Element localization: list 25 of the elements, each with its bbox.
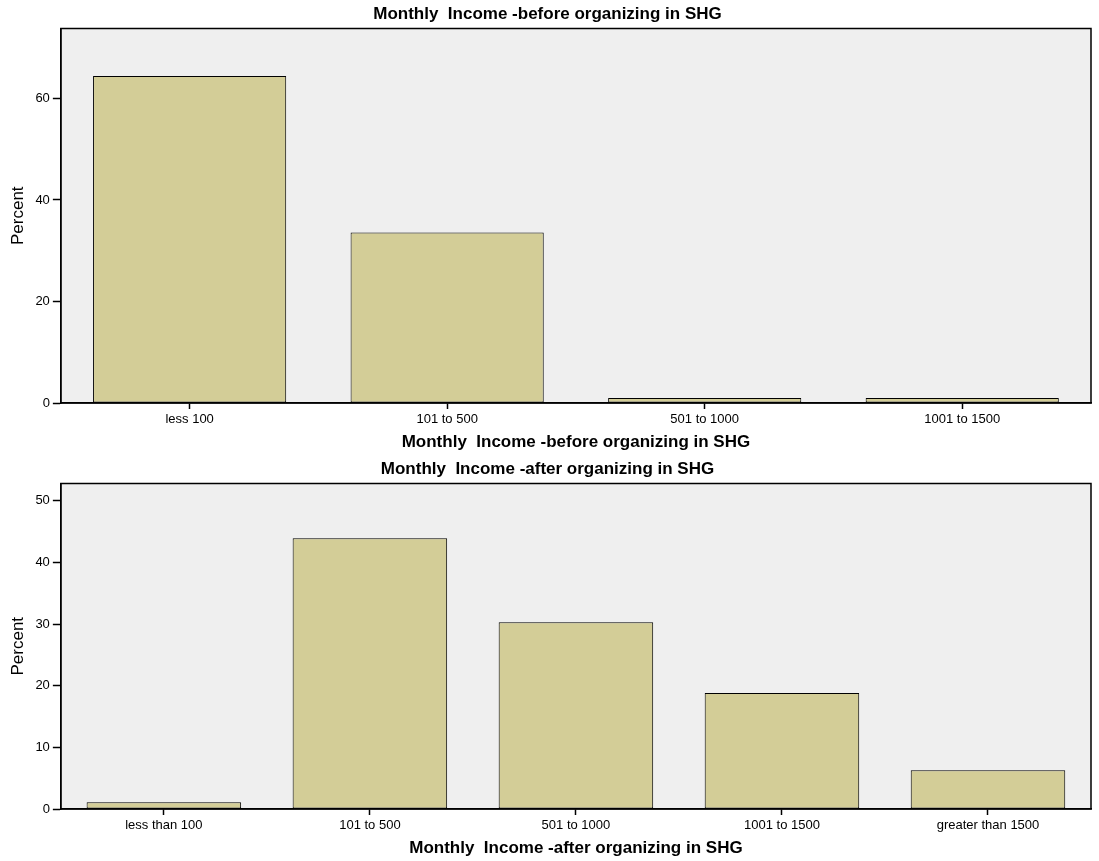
y-tick-label: 40: [35, 191, 50, 207]
y-tick-label: 60: [35, 90, 50, 106]
x-tick-label: 101 to 500: [339, 817, 401, 833]
y-tick-label: 10: [35, 738, 50, 754]
y-tick-label: 20: [35, 293, 50, 309]
y-tick-label: 30: [35, 615, 50, 631]
chart-title: Monthly Income -after organizing in SHG: [380, 458, 715, 478]
x-axis-title: Monthly Income -before organizing in SHG: [401, 432, 751, 452]
y-axis-title: Percent: [7, 616, 27, 676]
x-tick-label: greater than 1500: [936, 817, 1040, 833]
y-tick-label: 0: [42, 800, 50, 816]
x-axis-title: Monthly Income -after organizing in SHG: [409, 838, 743, 858]
x-tick-label: less than 100: [125, 817, 203, 833]
y-tick-label: 50: [35, 492, 50, 508]
y-tick-label: 40: [35, 553, 50, 569]
y-tick-label: 0: [42, 394, 50, 410]
chart-title: Monthly Income -before organizing in SHG: [373, 3, 722, 23]
x-tick-label: 101 to 500: [416, 411, 478, 427]
x-tick-label: 1001 to 1500: [924, 411, 1001, 427]
x-tick-label: 1001 to 1500: [744, 817, 820, 833]
y-tick-label: 20: [35, 677, 50, 693]
x-tick-label: 501 to 1000: [670, 411, 740, 427]
x-tick-label: 501 to 1000: [541, 817, 611, 833]
x-tick-label: less 100: [165, 411, 214, 427]
y-axis-title: Percent: [7, 186, 27, 245]
